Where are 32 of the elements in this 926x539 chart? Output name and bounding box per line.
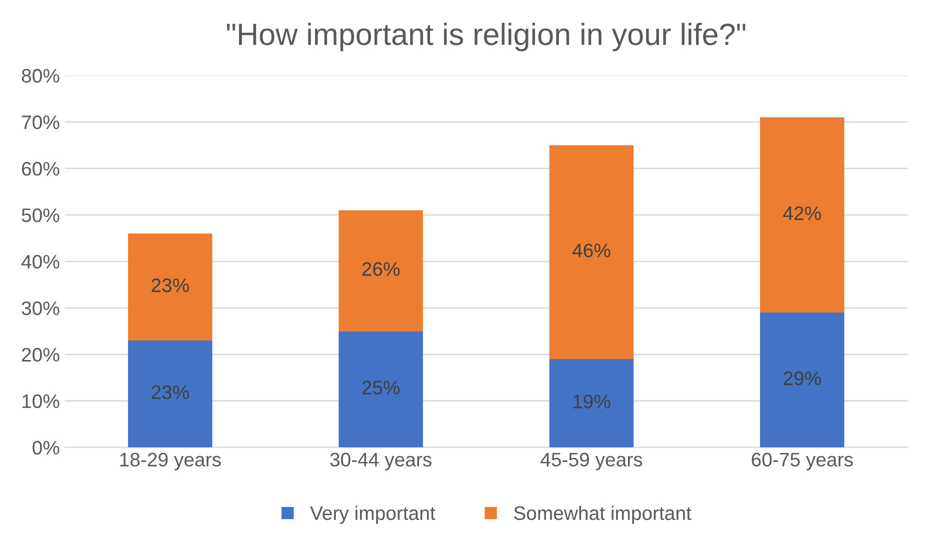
y-tick-label: 10% <box>22 394 60 408</box>
y-tick-label: 20% <box>22 348 60 362</box>
y-tick-label: 60% <box>22 162 60 176</box>
data-label: 23% <box>152 385 189 400</box>
y-tick-label: 70% <box>22 115 60 130</box>
data-label: 29% <box>784 371 821 386</box>
data-label: 42% <box>783 206 821 220</box>
x-tick-label: 45-59 years <box>540 452 642 470</box>
bar <box>128 340 212 448</box>
bar <box>760 117 844 313</box>
y-tick-label: 0% <box>32 440 60 455</box>
data-label: 46% <box>572 244 610 258</box>
x-tick-label: 18-29 years <box>120 452 221 470</box>
legend-label: Somewhat important <box>514 506 692 524</box>
y-tick-label: 30% <box>22 301 60 316</box>
data-label: 25% <box>362 380 400 394</box>
data-label: 19% <box>574 394 610 408</box>
bar <box>549 145 634 360</box>
y-tick-label: 80% <box>22 68 60 83</box>
data-label: 26% <box>362 262 400 276</box>
y-tick-label: 40% <box>21 254 60 269</box>
bar <box>549 359 634 448</box>
x-tick-label: 60-75 years <box>752 452 853 470</box>
data-label: 23% <box>152 278 189 292</box>
x-tick-label: 30-44 years <box>330 452 432 470</box>
bar <box>760 312 844 448</box>
bar <box>338 210 423 332</box>
y-tick-label: 50% <box>22 208 60 222</box>
bar <box>128 234 212 340</box>
chart-title: "How important is religion in your life?" <box>226 22 746 52</box>
legend-label: Very important <box>310 506 436 524</box>
bar <box>338 331 423 448</box>
